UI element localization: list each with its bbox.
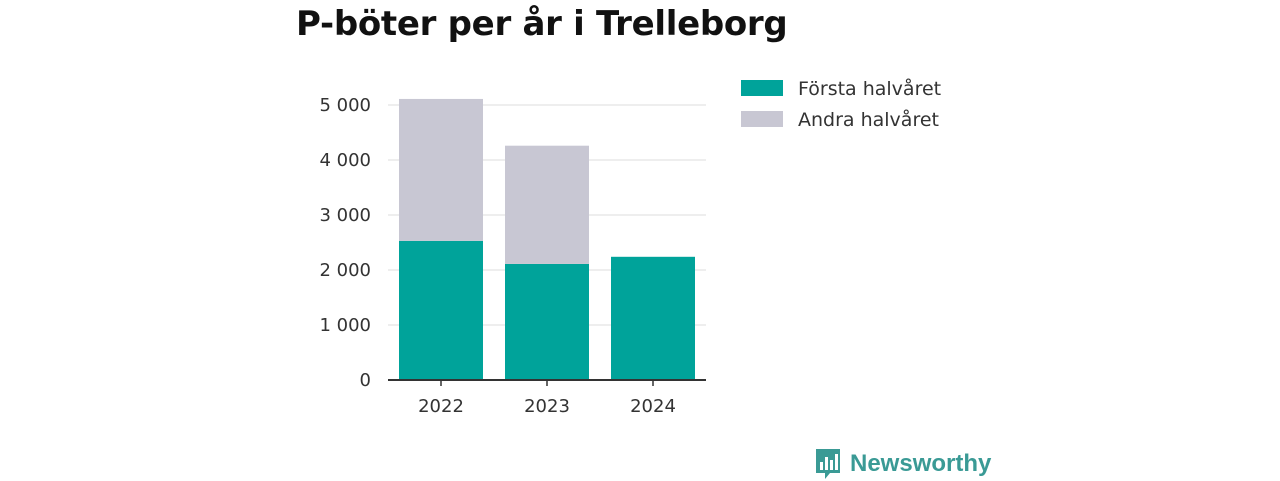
legend-label: Andra halvåret — [798, 108, 939, 131]
y-tick-label: 2 000 — [319, 260, 371, 281]
bar-segment — [611, 256, 695, 380]
x-tick-label: 2023 — [524, 396, 570, 417]
chart-title: P-böter per år i Trelleborg — [296, 4, 788, 44]
legend-swatch — [741, 111, 783, 127]
stacked-bar-chart: 0 1 000 2 000 3 000 4 000 5 000 2022 2023 2024 Fö… — [319, 77, 941, 417]
x-tick-label: 2024 — [630, 396, 676, 417]
bar-chart-bubble-icon — [816, 449, 840, 479]
brand-name: Newsworthy — [850, 450, 992, 477]
bar-segment — [399, 240, 483, 380]
brand-logo: Newsworthy — [814, 447, 991, 481]
legend-swatch — [741, 80, 783, 96]
y-tick-label: 3 000 — [319, 205, 371, 226]
y-tick-label: 5 000 — [319, 95, 371, 116]
y-tick-label: 4 000 — [319, 150, 371, 171]
bar-segment — [399, 98, 483, 241]
bar-segment — [505, 145, 589, 264]
y-tick-label: 0 — [360, 370, 371, 391]
x-tick-label: 2022 — [418, 396, 464, 417]
legend-label: Första halvåret — [798, 77, 941, 100]
y-tick-label: 1 000 — [319, 315, 371, 336]
bar-segment — [505, 263, 589, 380]
